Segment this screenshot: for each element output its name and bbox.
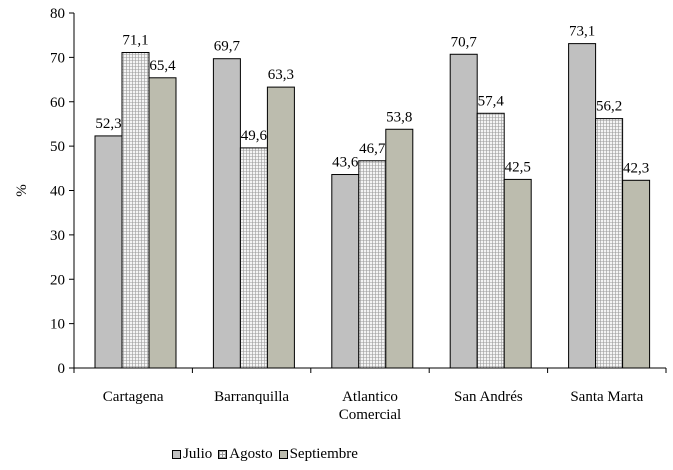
x-tick-label: Comercial — [339, 407, 401, 423]
y-tick-label: 80 — [50, 6, 65, 22]
y-tick-label: 70 — [50, 50, 65, 66]
legend-item-septiembre: Septiembre — [278, 446, 358, 463]
data-label: 63,3 — [268, 67, 294, 83]
data-label: 73,1 — [569, 24, 595, 40]
legend-item-julio: Julio — [172, 446, 212, 463]
data-label: 52,3 — [95, 116, 121, 132]
bar-agosto — [358, 160, 387, 369]
bar-septiembre — [622, 179, 651, 369]
legend-item-agosto: Agosto — [218, 446, 273, 463]
x-tick-label: Cartagena — [103, 389, 164, 405]
bar-agosto — [121, 51, 150, 369]
data-label: 53,8 — [386, 109, 412, 125]
legend-swatch — [278, 450, 288, 459]
data-label: 42,5 — [505, 159, 531, 175]
bar-julio — [568, 43, 597, 369]
x-tick-label: Barranquilla — [214, 389, 289, 405]
data-label: 56,2 — [596, 99, 622, 115]
bar-agosto — [239, 147, 268, 369]
data-label: 69,7 — [214, 39, 241, 55]
y-tick-label: 30 — [50, 228, 65, 244]
data-label: 65,4 — [149, 58, 176, 74]
bar-agosto — [595, 118, 624, 369]
y-tick-label: 50 — [50, 139, 65, 155]
y-tick-label: 10 — [50, 317, 65, 333]
data-label: 70,7 — [451, 34, 478, 50]
bar-julio — [331, 174, 360, 369]
x-tick-label: Santa Marta — [570, 389, 643, 405]
legend-label: Julio — [183, 446, 213, 462]
data-label: 43,6 — [332, 155, 359, 171]
bar-septiembre — [148, 77, 177, 369]
data-label: 71,1 — [122, 32, 148, 48]
legend-label: Agosto — [229, 446, 273, 462]
data-label: 57,4 — [478, 93, 505, 109]
bar-julio — [212, 58, 241, 369]
y-tick-label: 20 — [50, 272, 65, 288]
data-label: 49,6 — [241, 128, 268, 144]
bar-septiembre — [503, 178, 532, 369]
y-tick-label: 60 — [50, 95, 65, 111]
y-tick-label: 0 — [58, 361, 66, 377]
y-tick-label: 40 — [50, 184, 65, 200]
data-label: 42,3 — [623, 160, 649, 176]
bar-agosto — [476, 112, 505, 369]
data-label: 46,7 — [359, 141, 386, 157]
legend-label: Septiembre — [289, 446, 358, 462]
y-axis-title: % — [14, 184, 30, 197]
legend: Julio Agosto Septiembre — [0, 446, 530, 463]
bar-septiembre — [385, 128, 414, 369]
bar-julio — [449, 53, 478, 369]
bar-septiembre — [266, 86, 295, 369]
x-tick-label: San Andrés — [454, 389, 523, 405]
x-tick-label: Atlantico — [342, 389, 398, 405]
legend-swatch — [172, 450, 182, 459]
bar-julio — [94, 135, 123, 369]
legend-swatch — [218, 450, 228, 459]
